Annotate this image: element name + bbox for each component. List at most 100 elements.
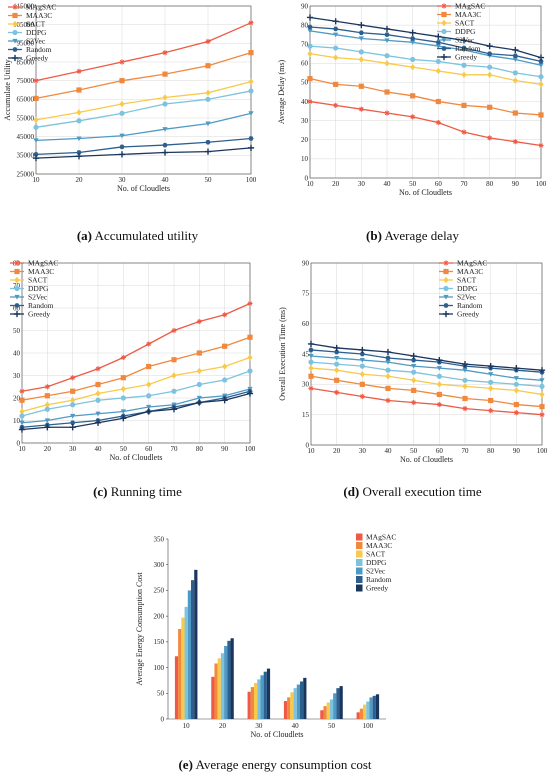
chart-c-data-point bbox=[19, 408, 25, 415]
chart-c-data-point bbox=[196, 367, 202, 375]
chart-c-data-point bbox=[171, 372, 177, 379]
caption-e-tag: (e) bbox=[178, 757, 193, 772]
chart-e-bar bbox=[194, 569, 198, 719]
chart-b-x-tick: 50 bbox=[409, 180, 417, 188]
chart-a-legend-label: MAgSAC bbox=[26, 3, 56, 12]
chart-b-data-point bbox=[461, 71, 467, 78]
chart-c-data-point bbox=[120, 415, 127, 422]
chart-b-data-point bbox=[410, 56, 416, 63]
chart-a-data-point bbox=[248, 111, 254, 116]
chart-d-data-point bbox=[308, 359, 314, 365]
chart-c-data-point bbox=[70, 375, 76, 381]
chart-b-y-tick: 70 bbox=[301, 41, 309, 49]
chart-b-series-line bbox=[309, 100, 542, 147]
chart-d-x-tick: 50 bbox=[410, 447, 418, 455]
chart-c-legend-marker bbox=[14, 260, 20, 266]
chart-a-x-label: No. of Cloudlets bbox=[117, 184, 170, 193]
chart-d-data-point bbox=[334, 366, 340, 374]
chart-b-legend-label: Random bbox=[455, 44, 481, 53]
chart-b-data-point bbox=[487, 104, 493, 110]
chart-a-x-tick: 40 bbox=[162, 176, 170, 184]
chart-b-data-point bbox=[512, 70, 518, 76]
chart-a-data-point bbox=[76, 136, 82, 142]
chart-a-legend-marker bbox=[12, 4, 18, 10]
chart-b-data-point bbox=[358, 30, 364, 36]
chart-e-bar bbox=[263, 671, 267, 719]
chart-b-data-point bbox=[384, 32, 390, 37]
caption-e-text: Average energy consumption cost bbox=[195, 757, 372, 772]
chart-a-data-point bbox=[162, 50, 168, 56]
chart-b-data-point bbox=[512, 53, 518, 58]
chart-c-data-point bbox=[44, 401, 50, 408]
chart-e-bar bbox=[369, 697, 373, 719]
chart-c-data-point bbox=[19, 397, 25, 403]
chart-d-data-point bbox=[411, 387, 417, 393]
chart-b-data-point bbox=[435, 98, 441, 105]
chart-c-y-tick: 10 bbox=[13, 417, 21, 425]
chart-d-x-tick: 90 bbox=[513, 447, 521, 455]
chart-d-y-tick: 30 bbox=[302, 381, 310, 389]
chart-d-data-point bbox=[334, 377, 340, 383]
chart-a-x-tick: 20 bbox=[76, 176, 84, 184]
chart-d-data-point bbox=[513, 401, 519, 408]
chart-c-data-point bbox=[120, 409, 126, 415]
chart-b-data-point bbox=[487, 51, 493, 57]
chart-c-data-point bbox=[247, 334, 253, 340]
chart-b-x-tick: 90 bbox=[512, 180, 520, 188]
chart-b-data-point bbox=[538, 142, 544, 149]
chart-c-data-point bbox=[94, 419, 102, 426]
chart-d-plot: 0 15 30 45 60 75 90 10 20 30 40 50 60 70 80 90 100 No. of… bbox=[278, 259, 548, 465]
chart-c-data-point bbox=[146, 363, 152, 370]
chart-c-data-point bbox=[196, 318, 202, 325]
chart-c-data-point bbox=[70, 413, 76, 419]
chart-b-legend-marker bbox=[441, 46, 447, 51]
chart-a-y-label: Accumulate Utility bbox=[3, 59, 12, 121]
chart-b-data-point bbox=[358, 106, 364, 112]
chart-d-legend-label: DDPG bbox=[457, 284, 478, 293]
chart-b-data-point bbox=[461, 45, 467, 51]
chart-b-x-tick: 100 bbox=[536, 180, 547, 188]
chart-d-data-point bbox=[307, 340, 315, 347]
chart-a-data-point bbox=[33, 124, 39, 130]
chart-a-legend-label: MAA3C bbox=[26, 11, 52, 20]
chart-c-data-point bbox=[70, 388, 76, 394]
chart-e-bar bbox=[326, 702, 330, 719]
chart-b-data-point bbox=[538, 112, 544, 118]
chart-d-data-point bbox=[488, 408, 494, 414]
chart-e-bar bbox=[375, 694, 380, 719]
chart-c-data-point bbox=[146, 393, 152, 399]
chart-e-bar bbox=[356, 712, 360, 719]
caption-b-text: Average delay bbox=[384, 228, 459, 243]
chart-d-data-point bbox=[462, 383, 468, 390]
chart-a-data-point bbox=[204, 148, 212, 155]
chart-d-data-point bbox=[436, 373, 442, 379]
chart-b-data-point bbox=[384, 60, 390, 67]
chart-c-data-point bbox=[120, 375, 126, 381]
chart-c-data-point bbox=[69, 424, 76, 431]
chart-e-legend-label: Random bbox=[366, 575, 392, 584]
chart-a-y-tick: 45000 bbox=[17, 133, 35, 141]
chart-d-x-tick: 100 bbox=[537, 447, 548, 455]
chart-c-data-point bbox=[95, 397, 101, 403]
chart-d-legend-label: Random bbox=[457, 301, 483, 310]
chart-b-series-line bbox=[309, 30, 542, 66]
chart-d-data-point bbox=[436, 381, 442, 388]
chart-d-data-point bbox=[384, 348, 392, 356]
chart-d-data-point bbox=[334, 389, 340, 396]
chart-e-x-tick: 20 bbox=[219, 722, 227, 730]
chart-e-legend-label: Greedy bbox=[366, 584, 388, 593]
chart-b-y-tick: 80 bbox=[301, 21, 309, 29]
chart-b-data-point bbox=[307, 28, 313, 34]
chart-b-y-tick: 90 bbox=[301, 2, 309, 10]
chart-e-bar bbox=[290, 692, 294, 719]
chart-c-data-point bbox=[247, 300, 253, 307]
chart-d-data-point bbox=[308, 353, 314, 359]
chart-b-data-point bbox=[384, 53, 390, 59]
chart-d-legend-label: MAgSAC bbox=[457, 259, 487, 268]
chart-c-data-point bbox=[171, 327, 177, 334]
chart-c-data-point bbox=[120, 354, 126, 361]
caption-d: (d) Overall execution time bbox=[275, 484, 550, 500]
chart-b-x-tick: 20 bbox=[332, 180, 340, 188]
chart-e-bar bbox=[174, 656, 179, 719]
chart-a-x-tick: 100 bbox=[246, 176, 257, 184]
